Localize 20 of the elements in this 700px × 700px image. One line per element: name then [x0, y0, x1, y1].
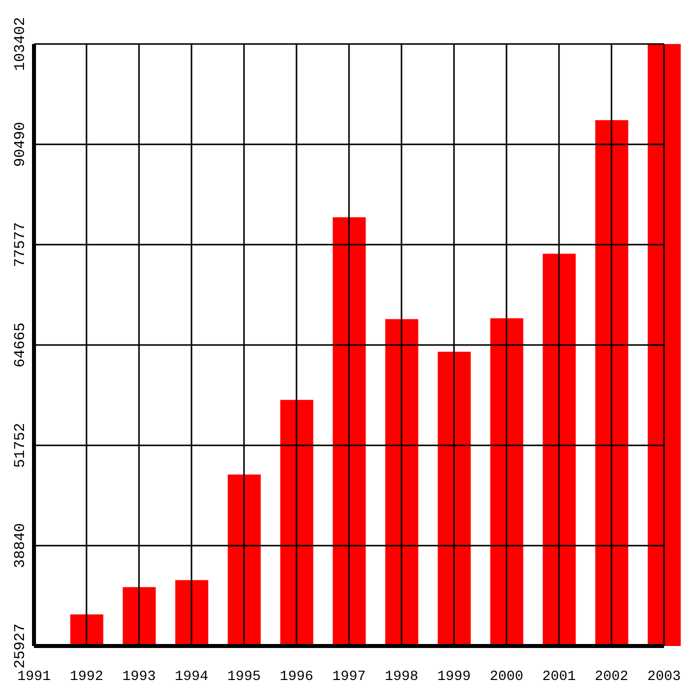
y-tick-label: 103402	[12, 16, 29, 72]
y-tick-label: 51752	[12, 422, 29, 468]
y-tick-label: 64665	[12, 322, 29, 368]
y-tick-label: 25927	[12, 623, 29, 669]
x-tick-label: 2000	[490, 669, 524, 685]
y-tick-label: 77577	[12, 222, 29, 268]
x-tick-label: 1994	[174, 669, 208, 685]
x-tick-label: 1998	[384, 669, 418, 685]
y-tick-label: 90490	[12, 122, 29, 167]
x-tick-label: 2001	[542, 669, 576, 685]
x-tick-label: 2003	[647, 669, 681, 685]
x-tick-label: 1995	[227, 669, 261, 685]
x-tick-label: 1996	[280, 669, 314, 685]
x-tick-label: 1999	[437, 669, 471, 685]
x-tick-label: 2002	[594, 669, 628, 685]
x-tick-label: 1993	[122, 669, 156, 685]
x-tick-label: 1992	[70, 669, 104, 685]
y-tick-label: 38840	[12, 523, 29, 568]
x-tick-label: 1997	[332, 669, 366, 685]
x-tick-label: 1991	[17, 669, 51, 685]
